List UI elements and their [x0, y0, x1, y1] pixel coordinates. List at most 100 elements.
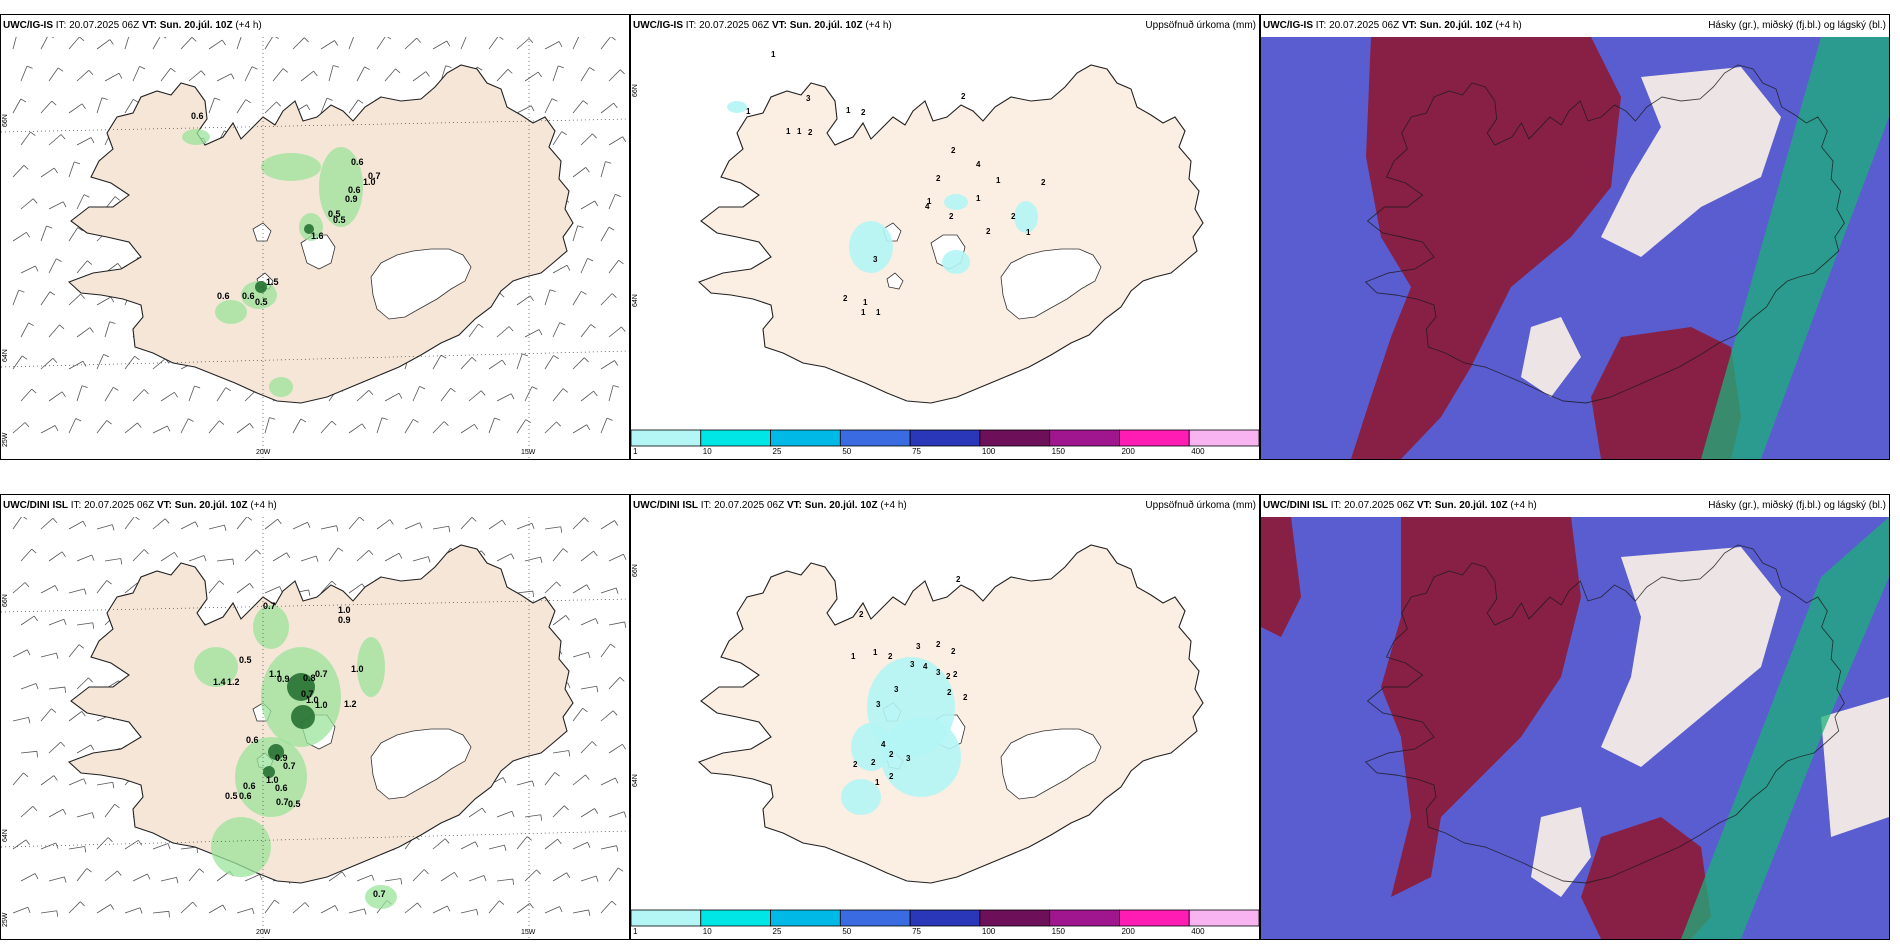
wind-barb-shaft [40, 517, 54, 530]
wind-barb [600, 587, 619, 594]
colorbar-tick-label: 400 [1191, 447, 1205, 456]
wind-barb-shaft [432, 905, 448, 914]
precip-area [211, 817, 271, 877]
wind-barb-shaft [124, 582, 138, 594]
precip-area [727, 101, 747, 113]
wind-barb-flag [525, 419, 531, 424]
wind-barb-flag [28, 717, 31, 724]
wind-barb-shaft [208, 904, 224, 914]
wind-barb [40, 708, 57, 722]
wind-barb [20, 65, 33, 82]
wind-barb-flag [608, 226, 615, 231]
wind-barb-shaft [12, 355, 23, 370]
precip-area [269, 377, 293, 397]
precip-colorbar: 1 10 25 50 75 100 150 200 400 [631, 429, 1259, 459]
wind-barb-shaft [292, 418, 302, 434]
wind-barb-shaft [600, 710, 614, 722]
wind-barb-shaft [580, 808, 595, 818]
wind-barb-flag [307, 522, 311, 528]
wind-barb [580, 875, 599, 882]
wind-barb-flag [256, 549, 261, 555]
wind-barb-flag [512, 879, 515, 886]
wind-barb [600, 710, 618, 722]
wind-barb-shaft [40, 291, 51, 306]
wind-barb-flag [56, 258, 62, 262]
latitude-line [1, 118, 629, 133]
glacier [252, 222, 272, 242]
wind-barb-flag [133, 98, 139, 103]
lead-time: (+4 h) [250, 500, 277, 511]
wind-barb-shaft [12, 231, 27, 242]
wind-barb [20, 388, 37, 402]
wind-barb-shaft [468, 807, 483, 818]
wind-barb-flag [118, 73, 123, 79]
wind-barb-flag [427, 556, 431, 563]
wind-barb-flag [591, 741, 597, 746]
wind-barb [124, 517, 140, 530]
init-time: 20.07.2025 06Z [69, 20, 140, 31]
wind-barb-shaft [544, 772, 556, 786]
wind-barb-flag [615, 587, 619, 594]
cloud-cover-map [1261, 517, 1889, 939]
wind-barb-shaft [12, 165, 25, 178]
wind-barb [160, 67, 176, 82]
wind-barb-shaft [124, 99, 134, 114]
precip-value-label: 1 [746, 107, 751, 116]
precip-value-label: 2 [947, 688, 952, 697]
wind-barb [544, 906, 563, 914]
precip-value-label: 4 [976, 160, 981, 169]
init-time: 20.07.2025 06Z [699, 20, 770, 31]
wind-barb-flag [568, 750, 571, 757]
precip-value-label: 0.5 [239, 655, 252, 665]
wind-barb [48, 876, 67, 883]
precip-value-label: 3 [936, 668, 941, 677]
wind-barb-shaft [180, 901, 193, 914]
wind-barb [376, 519, 394, 530]
wind-barb-shaft [412, 386, 420, 402]
wind-barb [40, 225, 53, 242]
wind-barb-flag [536, 869, 541, 875]
wind-barb-flag [24, 422, 30, 428]
it-label: IT: [1330, 500, 1342, 511]
wind-barb-shaft [76, 260, 88, 274]
wind-barb-shaft [496, 810, 513, 818]
wind-barb-shaft [608, 136, 623, 146]
wind-barb [264, 899, 280, 914]
wind-barb [356, 66, 370, 82]
init-time: 20.07.2025 06Z [714, 500, 785, 511]
wind-barb-flag [64, 687, 67, 694]
wind-barb-flag [584, 357, 589, 363]
vt-label: VT: [156, 500, 172, 511]
wind-barb-shaft [544, 581, 557, 594]
wind-barb-flag [621, 326, 626, 332]
wind-barb-flag [224, 525, 227, 532]
wind-barb-shaft [124, 355, 135, 370]
wind-barb-flag [61, 551, 66, 557]
precip-value-label: 0.9 [275, 753, 288, 763]
wind-barb-flag [551, 98, 558, 102]
wind-barb-flag [425, 71, 430, 77]
wind-barb-flag [139, 907, 143, 914]
precip-value-label: 3 [876, 700, 881, 709]
colorbar-swatch [909, 429, 981, 447]
wind-barb-flag [528, 38, 534, 44]
wind-barb-flag [620, 69, 625, 75]
wind-barb-shaft [188, 70, 202, 82]
wind-barb-shaft [236, 37, 242, 50]
wind-barb-shaft [12, 422, 26, 434]
wind-barb [608, 69, 625, 82]
colorbar-swatch [1119, 429, 1190, 447]
wind-barb [96, 420, 112, 434]
precip-value-label: 1.0 [363, 177, 376, 187]
wind-barb [40, 167, 58, 178]
wind-barb [440, 387, 456, 402]
wind-barb [600, 360, 619, 370]
wind-barb-flag [21, 355, 28, 360]
wind-barb-flag [304, 902, 310, 908]
colorbar-svg [631, 909, 1259, 927]
colorbar-swatch [909, 909, 981, 927]
precip-value-label: 1.5 [266, 277, 279, 287]
wind-barb-shaft [600, 37, 611, 50]
wind-barb [600, 900, 617, 914]
wind-barb-shaft [40, 585, 56, 594]
